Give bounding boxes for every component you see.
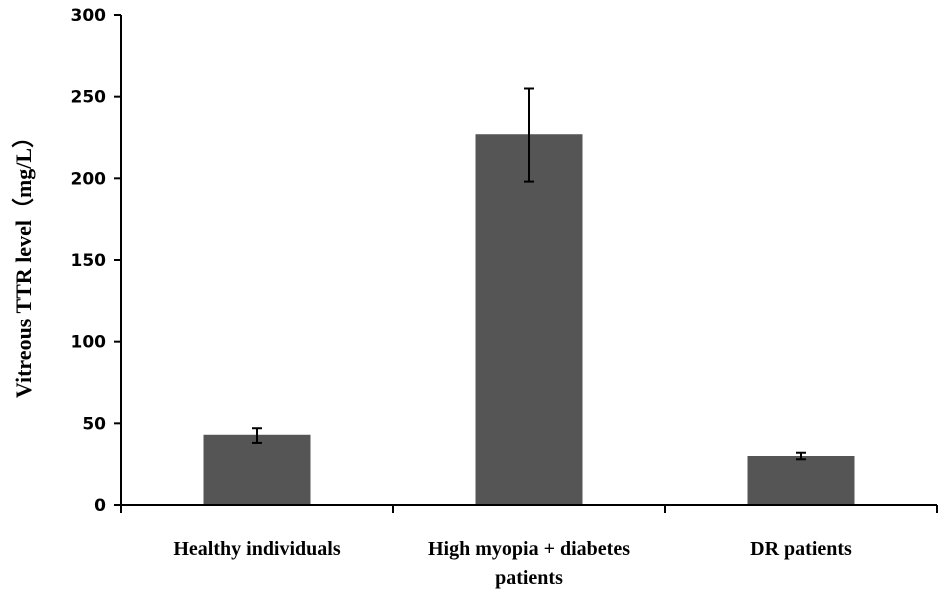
axes-group	[114, 14, 938, 513]
x-category-label-line: patients	[495, 567, 563, 589]
y-tick-label: 150	[71, 251, 107, 271]
x-category-label-line: DR patients	[750, 538, 852, 560]
y-tick-label: 100	[71, 333, 107, 353]
y-axis-title: Vitreous TTR level（mg/L）	[11, 126, 36, 398]
x-category-label-line: Healthy individuals	[173, 538, 340, 560]
bar	[203, 434, 311, 505]
x-category-label-line: High myopia + diabetes	[428, 538, 630, 560]
y-tick-label: 300	[71, 6, 107, 26]
bar	[475, 134, 583, 505]
y-tick-label: 50	[82, 414, 106, 434]
x-category-label: Healthy individuals	[173, 538, 340, 560]
x-category-label: High myopia + diabetes patients	[428, 538, 630, 589]
y-tick-label: 200	[71, 169, 107, 189]
bars-group	[203, 134, 855, 505]
error-bars-group	[252, 87, 806, 461]
labels-group: 0 50 100 150 200 250 300 Healthy individuals Hig…	[11, 6, 852, 589]
y-tick-label: 250	[71, 88, 107, 108]
y-tick-label: 0	[94, 496, 106, 516]
x-category-label: DR patients	[750, 538, 852, 560]
bar	[747, 456, 855, 505]
